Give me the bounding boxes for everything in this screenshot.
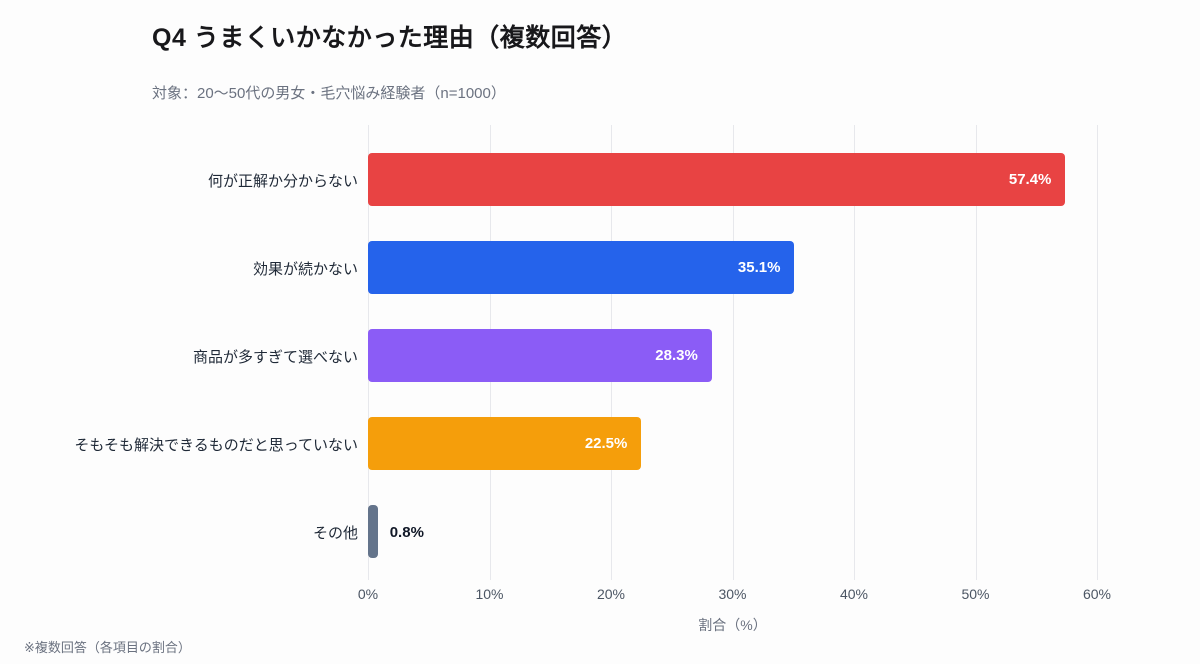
- bar: 57.4%: [368, 153, 1066, 206]
- gridline: [1097, 125, 1098, 580]
- bar-row: 商品が多すぎて選べない 28.3%: [0, 312, 1200, 400]
- bar-track: 22.5%: [368, 400, 1097, 488]
- bar-row: そもそも解決できるものだと思っていない 22.5%: [0, 400, 1200, 488]
- bar-rows: 何が正解か分からない 57.4% 効果が続かない 35.1% 商品が多すぎて選べない 28…: [0, 136, 1200, 576]
- x-tick-label: 0%: [357, 586, 379, 602]
- bar-track: 35.1%: [368, 224, 1097, 312]
- chart-subtitle: 対象：20〜50代の男女・毛穴悩み経験者（n=1000）: [152, 85, 506, 102]
- x-axis-ticks: 0% 10% 20% 30% 40% 50% 60%: [358, 586, 1111, 606]
- value-label: 57.4%: [1008, 171, 1052, 188]
- gridline: [975, 125, 977, 580]
- x-tick-label: 30%: [718, 586, 747, 602]
- gridline: [854, 125, 855, 580]
- gridline: [732, 125, 734, 580]
- category-label: 効果が続かない: [252, 260, 358, 278]
- bar-row: その他 0.8%: [0, 488, 1200, 576]
- category-label: 商品が多すぎて選べない: [192, 348, 358, 366]
- x-tick-label: 10%: [475, 586, 504, 602]
- category-label: 何が正解か分からない: [207, 172, 358, 190]
- x-tick-label: 40%: [839, 586, 869, 602]
- bar-track: 0.8%: [368, 488, 1097, 576]
- bar: 28.3%: [368, 329, 712, 382]
- value-label: 35.1%: [737, 259, 781, 276]
- category-label: その他: [312, 524, 358, 542]
- value-label: 22.5%: [584, 435, 628, 452]
- bar-row: 何が正解か分からない 57.4%: [0, 136, 1200, 224]
- x-tick-label: 60%: [1082, 586, 1112, 602]
- bar-track: 28.3%: [368, 312, 1097, 400]
- value-label: 0.8%: [389, 523, 424, 541]
- bar-row: 効果が続かない 35.1%: [0, 224, 1200, 312]
- value-label: 28.3%: [655, 347, 698, 364]
- bar-track: 57.4%: [368, 136, 1097, 224]
- bar: [368, 505, 378, 558]
- x-tick-label: 20%: [596, 586, 626, 602]
- bar: 22.5%: [368, 417, 642, 470]
- category-label: そもそも解決できるものだと思っていない: [74, 436, 358, 454]
- x-tick-label: 50%: [961, 586, 990, 602]
- chart-title: Q4 うまくいかなかった理由（複数回答）: [152, 24, 628, 52]
- bar: 35.1%: [368, 241, 795, 294]
- footnote: ※複数回答（各項目の割合）: [24, 640, 191, 655]
- x-axis-label: 割合（%）: [698, 617, 767, 633]
